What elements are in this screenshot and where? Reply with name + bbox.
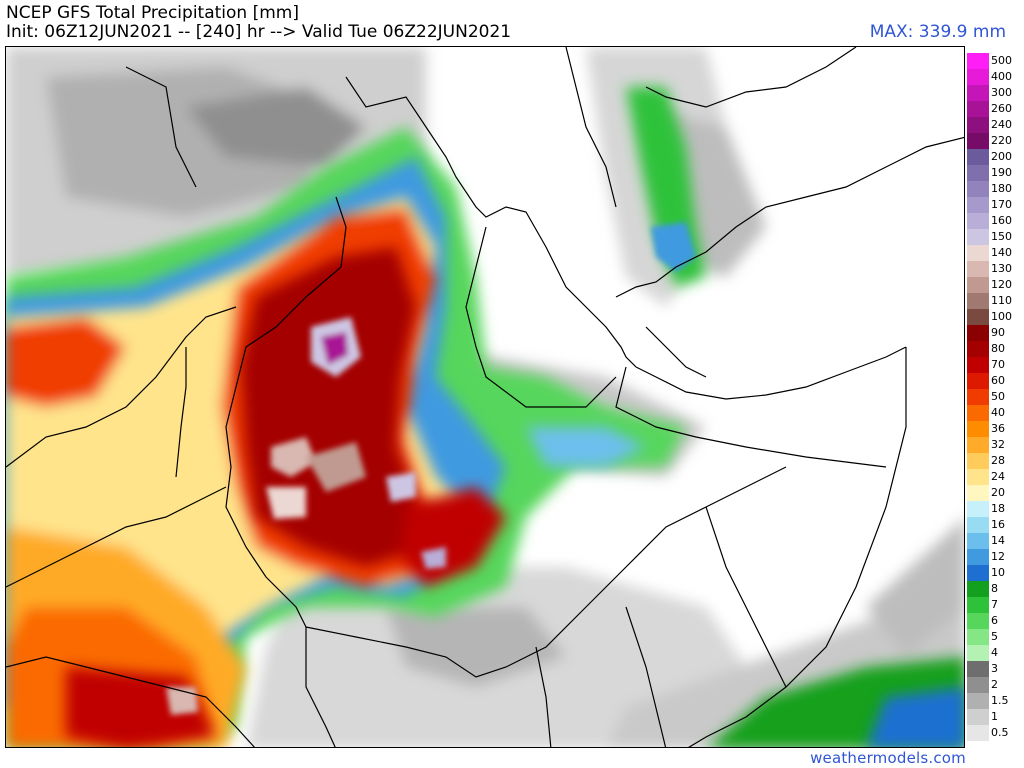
- colorbar-swatch: [967, 325, 989, 341]
- chart-title: NCEP GFS Total Precipitation [mm]: [6, 3, 299, 23]
- colorbar-label: 70: [991, 358, 1005, 371]
- colorbar-label: 110: [991, 294, 1012, 307]
- precipitation-map: [5, 46, 965, 748]
- colorbar-swatch: [967, 597, 989, 613]
- colorbar-label: 400: [991, 70, 1012, 83]
- colorbar-label: 14: [991, 534, 1005, 547]
- colorbar-label: 2: [991, 678, 998, 691]
- colorbar-label: 140: [991, 246, 1012, 259]
- colorbar-label: 100: [991, 310, 1012, 323]
- colorbar-label: 180: [991, 182, 1012, 195]
- init-valid-subtitle: Init: 06Z12JUN2021 -- [240] hr --> Valid…: [6, 22, 512, 42]
- colorbar-swatch: [967, 293, 989, 309]
- colorbar-label: 12: [991, 550, 1005, 563]
- colorbar-label: 190: [991, 166, 1012, 179]
- colorbar-label: 80: [991, 342, 1005, 355]
- colorbar-swatch: [967, 469, 989, 485]
- colorbar-label: 10: [991, 566, 1005, 579]
- colorbar-swatch: [967, 725, 989, 741]
- colorbar-swatch: [967, 197, 989, 213]
- colorbar-swatch: [967, 453, 989, 469]
- colorbar-swatch: [967, 677, 989, 693]
- colorbar-label: 90: [991, 326, 1005, 339]
- colorbar-label: 18: [991, 502, 1005, 515]
- colorbar-swatch: [967, 485, 989, 501]
- colorbar-label: 150: [991, 230, 1012, 243]
- colorbar-label: 60: [991, 374, 1005, 387]
- colorbar-swatch: [967, 357, 989, 373]
- colorbar-label: 4: [991, 646, 998, 659]
- colorbar-swatch: [967, 533, 989, 549]
- colorbar-label: 24: [991, 470, 1005, 483]
- colorbar-swatch: [967, 709, 989, 725]
- colorbar-label: 500: [991, 54, 1012, 67]
- colorbar-swatch: [967, 517, 989, 533]
- colorbar-swatch: [967, 261, 989, 277]
- colorbar-swatch: [967, 661, 989, 677]
- colorbar-swatch: [967, 133, 989, 149]
- colorbar-swatch: [967, 629, 989, 645]
- colorbar-label: 50: [991, 390, 1005, 403]
- colorbar-swatch: [967, 581, 989, 597]
- map-canvas: [6, 47, 964, 747]
- political-borders: [6, 47, 964, 747]
- colorbar-label: 160: [991, 214, 1012, 227]
- colorbar-label: 1: [991, 710, 998, 723]
- colorbar-swatch: [967, 421, 989, 437]
- colorbar-swatch: [967, 149, 989, 165]
- colorbar-label: 20: [991, 486, 1005, 499]
- colorbar-swatch: [967, 389, 989, 405]
- colorbar-label: 3: [991, 662, 998, 675]
- colorbar-swatch: [967, 277, 989, 293]
- colorbar-swatch: [967, 405, 989, 421]
- colorbar-swatch: [967, 117, 989, 133]
- colorbar-swatch: [967, 565, 989, 581]
- colorbar-swatch: [967, 613, 989, 629]
- colorbar-label: 5: [991, 630, 998, 643]
- colorbar-label: 260: [991, 102, 1012, 115]
- colorbar-swatch: [967, 213, 989, 229]
- precipitation-colorbar: 500 400 300 260 240 220 200 190 180 170 160 150 140 1…: [967, 46, 1024, 742]
- colorbar-label: 170: [991, 198, 1012, 211]
- colorbar-swatch: [967, 549, 989, 565]
- colorbar-label: 36: [991, 422, 1005, 435]
- colorbar-label: 6: [991, 614, 998, 627]
- colorbar-label: 8: [991, 582, 998, 595]
- colorbar-label: 1.5: [991, 694, 1009, 707]
- colorbar-swatch: [967, 373, 989, 389]
- colorbar-swatch: [967, 69, 989, 85]
- peak-precip-layer: [166, 222, 696, 715]
- colorbar-swatch: [967, 309, 989, 325]
- colorbar-swatch: [967, 245, 989, 261]
- colorbar-label: 300: [991, 86, 1012, 99]
- colorbar-label: 130: [991, 262, 1012, 275]
- colorbar-label: 120: [991, 278, 1012, 291]
- colorbar-label: 32: [991, 438, 1005, 451]
- colorbar-label: 0.5: [991, 726, 1009, 739]
- colorbar-swatch: [967, 165, 989, 181]
- colorbar-label: 7: [991, 598, 998, 611]
- colorbar-swatch: [967, 229, 989, 245]
- colorbar-label: 240: [991, 118, 1012, 131]
- max-value-label: MAX: 339.9 mm: [869, 22, 1006, 42]
- watermark-text: weathermodels.com: [810, 749, 966, 767]
- colorbar-swatch: [967, 101, 989, 117]
- colorbar-swatch: [967, 437, 989, 453]
- colorbar-swatch: [967, 181, 989, 197]
- colorbar-swatch: [967, 645, 989, 661]
- colorbar-swatch: [967, 501, 989, 517]
- colorbar-label: 220: [991, 134, 1012, 147]
- colorbar-label: 28: [991, 454, 1005, 467]
- colorbar-label: 200: [991, 150, 1012, 163]
- colorbar-swatch: [967, 53, 989, 69]
- colorbar-swatch: [967, 341, 989, 357]
- colorbar-swatch: [967, 693, 989, 709]
- colorbar-label: 40: [991, 406, 1005, 419]
- colorbar-label: 16: [991, 518, 1005, 531]
- colorbar-swatch: [967, 85, 989, 101]
